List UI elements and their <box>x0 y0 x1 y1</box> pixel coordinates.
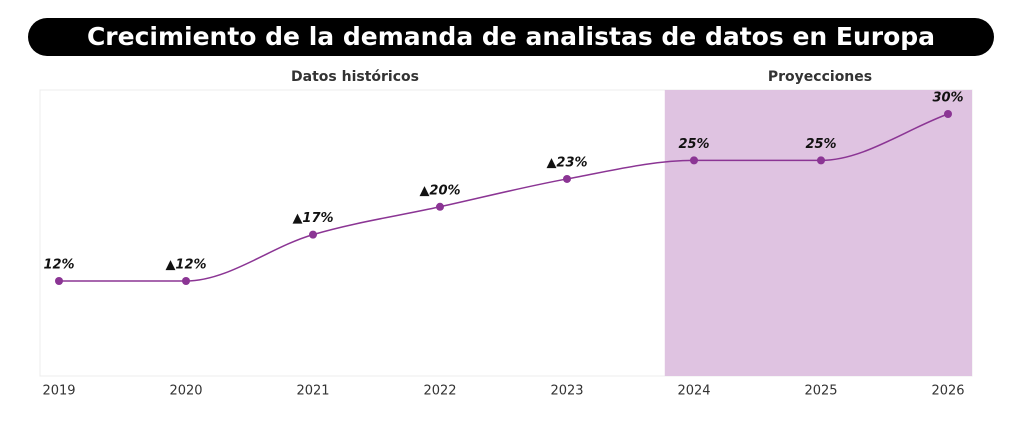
section-label: Datos históricos <box>291 69 419 85</box>
line <box>59 113 949 282</box>
projection-region <box>664 90 972 376</box>
x-tick-label: 2024 <box>677 384 710 399</box>
point <box>55 277 63 285</box>
x-tick-label: 2022 <box>423 384 456 399</box>
value-label: 30% <box>932 91 963 106</box>
point <box>944 110 952 118</box>
value-label: ▲20% <box>419 183 460 198</box>
x-tick-label: 2019 <box>42 384 75 399</box>
value-label: ▲17% <box>292 211 333 226</box>
value-label: 25% <box>805 137 836 152</box>
title-bar <box>28 18 994 56</box>
x-tick-label: 2021 <box>296 384 329 399</box>
x-tick-label: 2026 <box>931 384 964 399</box>
point <box>817 156 825 165</box>
value-label: ▲12% <box>165 258 206 273</box>
value-label: ▲23% <box>546 155 587 170</box>
point <box>690 156 698 165</box>
point <box>182 277 190 285</box>
x-tick-label: 2020 <box>169 384 202 399</box>
value-label: 12% <box>43 258 74 273</box>
section-label: Proyecciones <box>768 69 872 85</box>
point <box>309 230 317 239</box>
value-label: 25% <box>678 137 709 152</box>
point <box>436 202 444 211</box>
chart-title: Crecimiento de la demanda de analistas d… <box>87 22 935 51</box>
x-tick-label: 2025 <box>804 384 837 399</box>
point <box>563 174 571 183</box>
x-tick-label: 2023 <box>550 384 583 399</box>
